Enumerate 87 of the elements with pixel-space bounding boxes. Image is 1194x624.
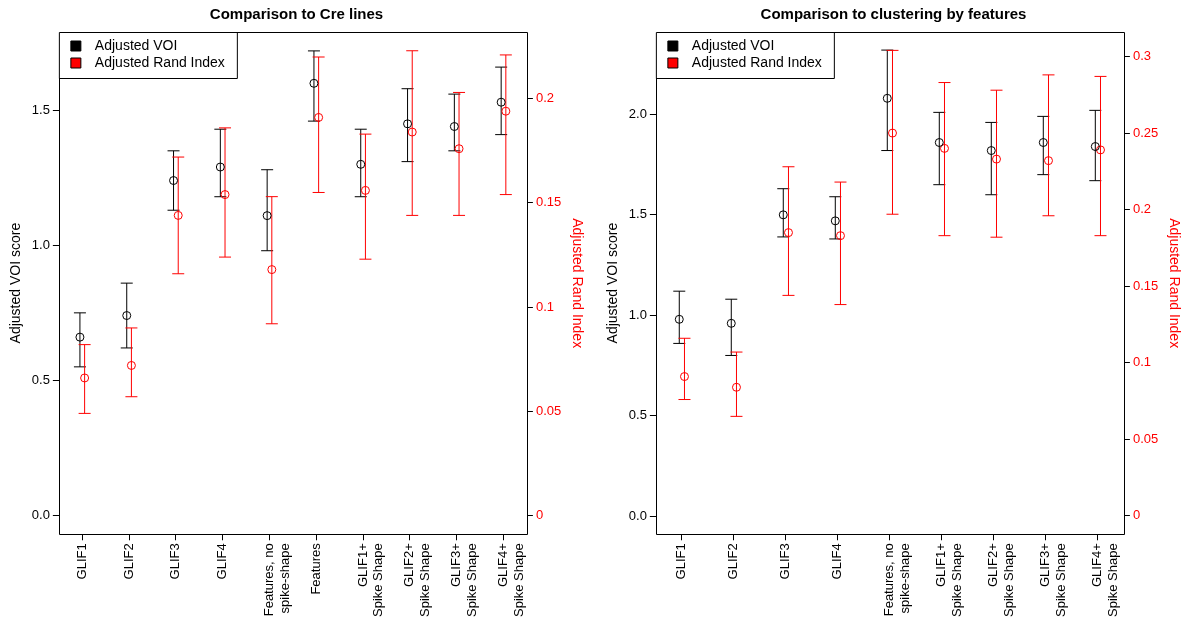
point xyxy=(403,119,413,129)
x-tick-label: GLIF3 xyxy=(777,543,793,580)
point xyxy=(220,190,230,200)
y-tick-label: 1.5 xyxy=(628,206,647,222)
point xyxy=(454,144,464,154)
point xyxy=(783,228,793,238)
x-tick-label: GLIF4+ Spike Shape xyxy=(495,543,526,618)
x-tick-label: Features xyxy=(307,542,323,595)
point xyxy=(407,127,417,137)
x-tick-label: GLIF2 xyxy=(120,543,136,580)
x-tick-label: GLIF2+ Spike Shape xyxy=(985,543,1017,618)
y2-tick-label: 0.1 xyxy=(1132,354,1151,370)
point xyxy=(126,360,136,370)
y2-tick-label: 0.05 xyxy=(1132,430,1159,446)
point xyxy=(778,210,788,220)
x-tick-label: GLIF3+ Spike Shape xyxy=(1037,543,1069,618)
y2-tick-label: 0.15 xyxy=(1132,277,1159,293)
y2-tick-label: 0 xyxy=(535,507,544,523)
y2-axis-title: Adjusted Rand Index xyxy=(569,218,586,349)
point xyxy=(835,231,845,241)
point xyxy=(496,97,506,107)
y2-tick-label: 0.25 xyxy=(1132,124,1159,140)
y-tick-label: 0.0 xyxy=(31,506,50,522)
point xyxy=(679,372,689,382)
point xyxy=(674,314,684,324)
point xyxy=(731,382,741,392)
y2-tick-label: 0 xyxy=(1132,507,1141,523)
point xyxy=(934,138,944,147)
point xyxy=(80,373,90,383)
y2-tick-label: 0.3 xyxy=(1132,48,1151,64)
x-tick-label: GLIF2 xyxy=(725,543,741,580)
point xyxy=(882,93,892,103)
y-axis-title: Adjusted VOI score xyxy=(604,222,621,344)
legend-label: Adjusted Rand Index xyxy=(691,53,822,70)
y-tick-label: 2.0 xyxy=(628,105,647,121)
y-axis-title: Adjusted VOI score xyxy=(7,222,24,344)
y-tick-label: 0.0 xyxy=(628,507,647,523)
y-tick-label: 0.5 xyxy=(628,407,647,423)
point xyxy=(215,162,225,172)
x-tick-label: Features, no spike-shape xyxy=(261,543,292,617)
point xyxy=(726,318,736,328)
legend-label: Adjusted Rand Index xyxy=(94,53,225,70)
y2-tick-label: 0.05 xyxy=(535,402,562,418)
y2-tick-label: 0.15 xyxy=(535,194,562,210)
point xyxy=(360,185,370,195)
point xyxy=(267,265,277,275)
legend-label: Adjusted VOI xyxy=(691,36,775,53)
point xyxy=(449,122,459,132)
chart-title: Comparison to clustering by features xyxy=(760,5,1027,23)
x-tick-label: GLIF3 xyxy=(167,543,183,580)
point xyxy=(173,210,183,220)
point xyxy=(1038,138,1048,147)
point xyxy=(986,146,996,156)
y2-tick-label: 0.1 xyxy=(535,298,554,314)
x-tick-label: GLIF1+ Spike Shape xyxy=(354,543,386,618)
y-tick-label: 1.5 xyxy=(31,101,50,117)
x-tick-label: GLIF4 xyxy=(829,543,845,580)
x-tick-label: GLIF1 xyxy=(673,543,689,580)
x-tick-label: GLIF4+ Spike Shape xyxy=(1089,543,1121,618)
point xyxy=(991,154,1001,164)
x-tick-label: Features, no spike-shape xyxy=(881,543,913,617)
point xyxy=(1096,145,1105,155)
point xyxy=(1043,156,1053,166)
point xyxy=(169,176,179,186)
y2-axis-title: Adjusted Rand Index xyxy=(1166,218,1183,349)
point xyxy=(501,106,511,116)
point xyxy=(309,78,319,88)
y2-tick-label: 0.2 xyxy=(535,90,554,106)
x-tick-label: GLIF2+ Spike Shape xyxy=(401,543,433,618)
y2-tick-label: 0.2 xyxy=(1132,201,1151,217)
point xyxy=(887,128,897,138)
x-tick-label: GLIF4 xyxy=(214,543,230,580)
point xyxy=(122,311,132,321)
point xyxy=(939,143,949,153)
point xyxy=(314,112,324,122)
y-tick-label: 1.0 xyxy=(628,306,647,322)
point xyxy=(1090,142,1100,152)
y-tick-label: 1.0 xyxy=(31,236,50,252)
point xyxy=(830,216,840,226)
point xyxy=(262,211,272,221)
x-tick-label: GLIF3+ Spike Shape xyxy=(448,543,479,618)
point xyxy=(75,332,85,342)
legend-label: Adjusted VOI xyxy=(94,36,178,53)
y-tick-label: 0.5 xyxy=(31,371,50,387)
x-tick-label: GLIF1 xyxy=(73,543,89,580)
point xyxy=(356,159,366,169)
chart-title: Comparison to Cre lines xyxy=(209,5,384,23)
